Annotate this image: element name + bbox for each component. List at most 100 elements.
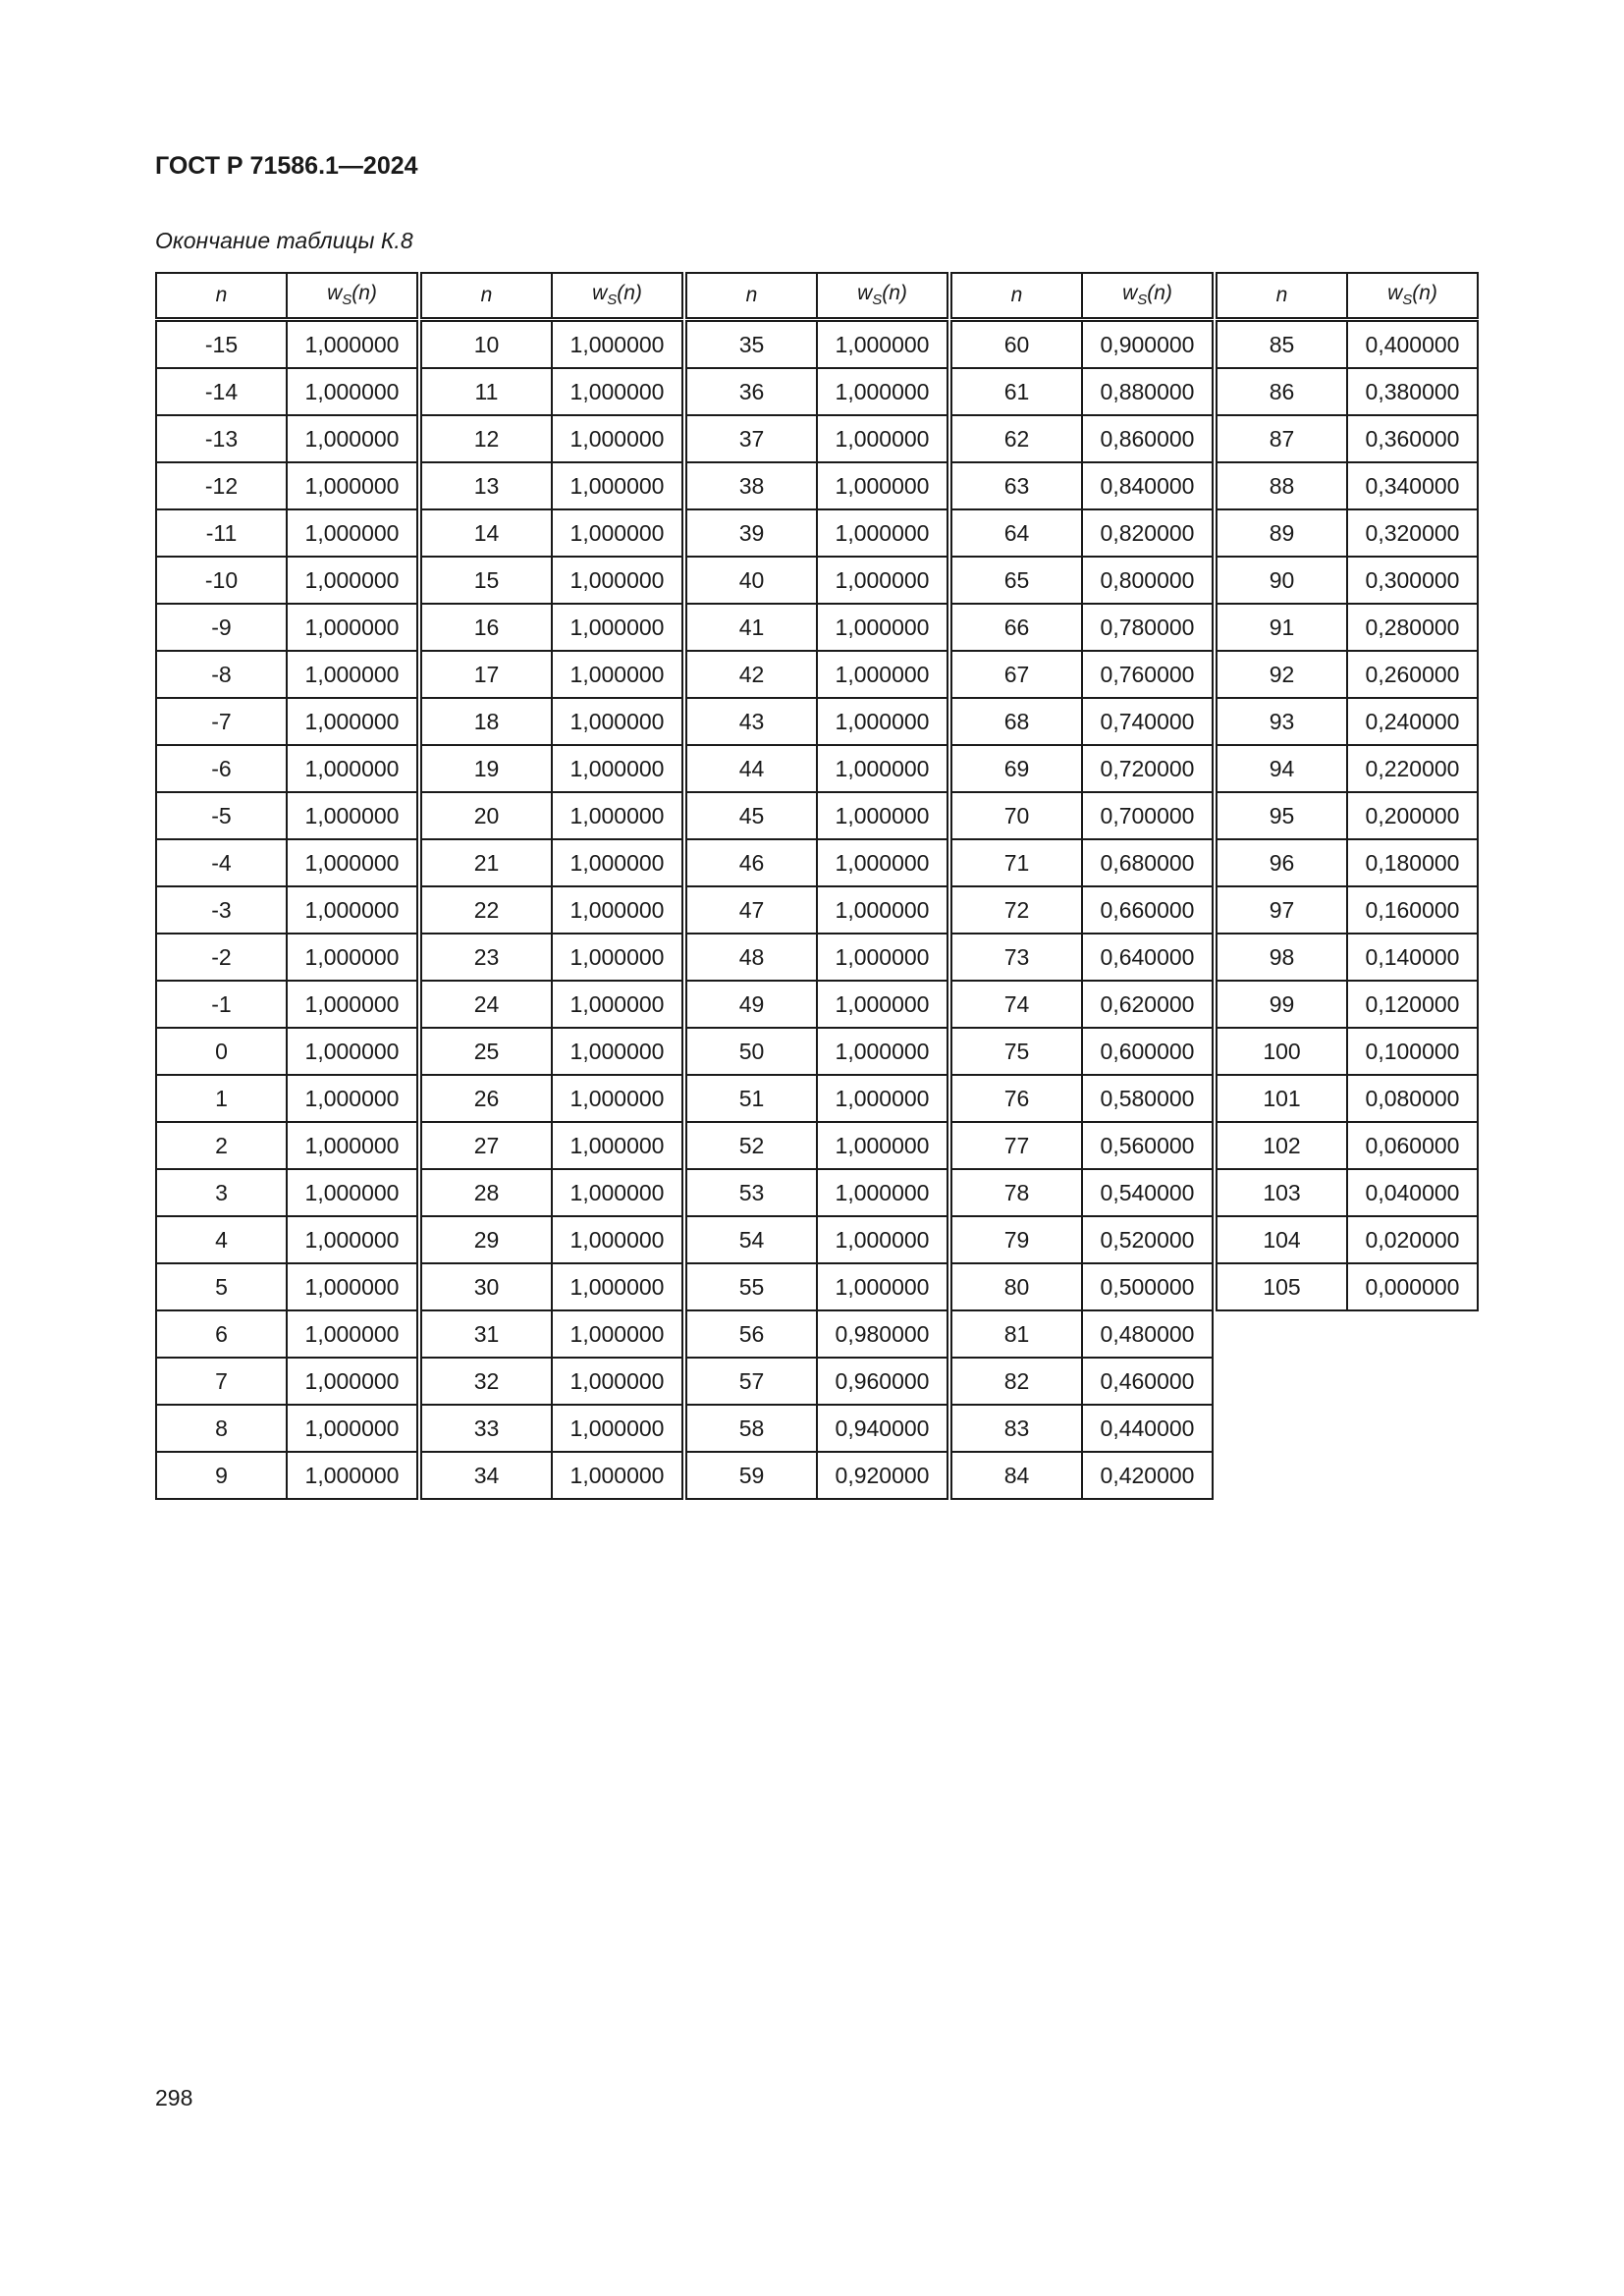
table-row: 48 1,000000 — [685, 933, 948, 982]
header-ws: wS(n) — [551, 272, 683, 322]
table-row: 46 1,000000 — [685, 838, 948, 887]
table-row: 60 0,900000 — [950, 318, 1214, 369]
cell-ws: 1,000000 — [816, 556, 948, 605]
cell-n: -3 — [155, 885, 288, 934]
table-row: 24 1,000000 — [420, 980, 683, 1029]
cell-n: 65 — [950, 556, 1083, 605]
cell-n: 19 — [420, 744, 553, 793]
cell-n: 41 — [685, 603, 818, 652]
cell-ws: 1,000000 — [286, 650, 418, 699]
cell-n: 87 — [1216, 414, 1348, 463]
table-row: 53 1,000000 — [685, 1168, 948, 1217]
cell-n: 25 — [420, 1027, 553, 1076]
table-row: -13 1,000000 — [155, 414, 418, 463]
cell-ws: 0,180000 — [1346, 838, 1479, 887]
cell-ws: 1,000000 — [551, 1168, 683, 1217]
cell-n: 84 — [950, 1451, 1083, 1500]
table-column-group: n wS(n) -15 1,000000 -14 1,000000 -13 1,000000-… — [155, 272, 418, 1500]
header-row: n wS(n) — [155, 272, 418, 322]
header-w: w — [327, 282, 343, 305]
cell-ws: 1,000000 — [551, 1404, 683, 1453]
header-n: n — [1216, 272, 1348, 322]
table-row: -10 1,000000 — [155, 556, 418, 605]
cell-ws: 0,740000 — [1081, 697, 1214, 746]
table-row: 15 1,000000 — [420, 556, 683, 605]
cell-ws: 1,000000 — [816, 603, 948, 652]
cell-ws: 1,000000 — [551, 461, 683, 510]
table-row: 84 0,420000 — [950, 1451, 1214, 1500]
table-row: 27 1,000000 — [420, 1121, 683, 1170]
cell-ws: 1,000000 — [286, 1074, 418, 1123]
table-row: 76 0,580000 — [950, 1074, 1214, 1123]
cell-n: -12 — [155, 461, 288, 510]
table-row: 75 0,600000 — [950, 1027, 1214, 1076]
cell-n: 80 — [950, 1262, 1083, 1311]
cell-n: 102 — [1216, 1121, 1348, 1170]
cell-ws: 1,000000 — [816, 1262, 948, 1311]
cell-ws: 0,040000 — [1346, 1168, 1479, 1217]
table-row: 79 0,520000 — [950, 1215, 1214, 1264]
table-row: 98 0,140000 — [1216, 933, 1479, 982]
header-w-arg: (n) — [882, 282, 907, 305]
cell-ws: 0,840000 — [1081, 461, 1214, 510]
table-row: 17 1,000000 — [420, 650, 683, 699]
header-row: n wS(n) — [685, 272, 948, 322]
cell-ws: 1,000000 — [286, 603, 418, 652]
table-row: 11 1,000000 — [420, 367, 683, 416]
table-row: 9 1,000000 — [155, 1451, 418, 1500]
cell-n: 23 — [420, 933, 553, 982]
table-row: 63 0,840000 — [950, 461, 1214, 510]
cell-n: 83 — [950, 1404, 1083, 1453]
table-row: 105 0,000000 — [1216, 1262, 1479, 1311]
cell-ws: 1,000000 — [551, 1309, 683, 1359]
cell-ws: 1,000000 — [551, 791, 683, 840]
header-w-sub: S — [1137, 292, 1148, 309]
cell-n: 30 — [420, 1262, 553, 1311]
cell-n: -7 — [155, 697, 288, 746]
cell-n: 51 — [685, 1074, 818, 1123]
table-row: 81 0,480000 — [950, 1309, 1214, 1359]
cell-n: 67 — [950, 650, 1083, 699]
header-w-arg: (n) — [1147, 282, 1172, 305]
table-row: 5 1,000000 — [155, 1262, 418, 1311]
table-row: 102 0,060000 — [1216, 1121, 1479, 1170]
cell-n: 96 — [1216, 838, 1348, 887]
table-row: 36 1,000000 — [685, 367, 948, 416]
cell-n: 42 — [685, 650, 818, 699]
table-row: 93 0,240000 — [1216, 697, 1479, 746]
table-row: 32 1,000000 — [420, 1357, 683, 1406]
cell-n: 64 — [950, 508, 1083, 558]
cell-ws: 1,000000 — [551, 885, 683, 934]
table-row: 35 1,000000 — [685, 318, 948, 369]
table-row: 44 1,000000 — [685, 744, 948, 793]
table-row: 43 1,000000 — [685, 697, 948, 746]
cell-ws: 1,000000 — [286, 508, 418, 558]
page-number: 298 — [155, 2085, 193, 2110]
cell-ws: 1,000000 — [551, 367, 683, 416]
cell-n: 91 — [1216, 603, 1348, 652]
cell-n: 5 — [155, 1262, 288, 1311]
table-row: 96 0,180000 — [1216, 838, 1479, 887]
cell-n: 53 — [685, 1168, 818, 1217]
table-row: 85 0,400000 — [1216, 318, 1479, 369]
cell-ws: 1,000000 — [816, 885, 948, 934]
cell-n: 95 — [1216, 791, 1348, 840]
cell-n: -15 — [155, 318, 288, 369]
table-row: 70 0,700000 — [950, 791, 1214, 840]
cell-ws: 0,540000 — [1081, 1168, 1214, 1217]
cell-ws: 0,360000 — [1346, 414, 1479, 463]
cell-ws: 1,000000 — [816, 791, 948, 840]
cell-n: -10 — [155, 556, 288, 605]
cell-n: 37 — [685, 414, 818, 463]
cell-ws: 0,020000 — [1346, 1215, 1479, 1264]
cell-n: 43 — [685, 697, 818, 746]
cell-n: 73 — [950, 933, 1083, 982]
table-row: 55 1,000000 — [685, 1262, 948, 1311]
cell-n: 71 — [950, 838, 1083, 887]
cell-ws: 1,000000 — [551, 650, 683, 699]
cell-ws: 0,300000 — [1346, 556, 1479, 605]
cell-n: 8 — [155, 1404, 288, 1453]
cell-ws: 1,000000 — [816, 318, 948, 369]
cell-n: 94 — [1216, 744, 1348, 793]
cell-n: -4 — [155, 838, 288, 887]
